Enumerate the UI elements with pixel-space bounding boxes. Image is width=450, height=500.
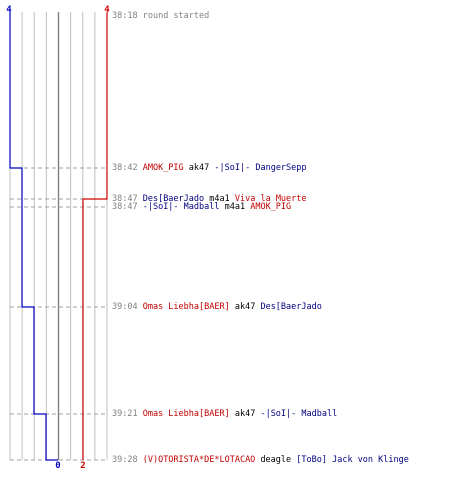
event-victim: AMOK_PIG (250, 202, 292, 212)
event-victim: Des[BaerJado (260, 302, 322, 312)
event-row: 39:28 (V)OTORISTA*DE*LOTACAO deagle [ToB… (112, 455, 409, 465)
axis-labels: 4 4 0 2 (6, 5, 110, 471)
top-label-blue: 4 (6, 5, 12, 15)
event-row: 38:47 Des[BaerJado m4a1 Viva la Muerte (112, 194, 307, 204)
event-time: 38:18 (112, 11, 138, 21)
event-row: 39:21 Omas Liebha[BAER] ak47 -|SoI|- Mad… (112, 409, 337, 419)
event-time: 38:42 (112, 163, 138, 173)
bottom-label-blue: 0 (55, 461, 60, 471)
event-victim: -|SoI|- DangerSepp (214, 163, 307, 173)
event-weapon: ak47 (234, 409, 256, 419)
event-weapon: m4a1 (209, 194, 230, 204)
event-row: 38:47 -|SoI|- Madball m4a1 AMOK_PIG (112, 202, 291, 212)
event-time: 39:28 (112, 455, 138, 465)
top-label-red: 4 (104, 5, 110, 15)
event-killer: Omas Liebha[BAER] (142, 302, 230, 312)
event-row: 38:42 AMOK_PIG ak47 -|SoI|- DangerSepp (112, 163, 307, 173)
event-killer: Omas Liebha[BAER] (142, 409, 230, 419)
event-victim: Viva la Muerte (234, 194, 307, 204)
event-killer: (V)OTORISTA*DE*LOTACAO (142, 455, 256, 465)
grid-layer (9, 12, 108, 460)
event-time: 39:21 (112, 409, 138, 419)
event-time: 38:47 (112, 194, 138, 204)
event-weapon: ak47 (234, 302, 256, 312)
event-killer: -|SoI|- Madball (142, 202, 220, 212)
event-victim: [ToBo] Jack von Klinge (296, 455, 409, 465)
event-row: 39:04 Omas Liebha[BAER] ak47 Des[BaerJad… (112, 302, 322, 312)
event-killer: AMOK_PIG (142, 163, 184, 173)
series-layer (9, 12, 108, 461)
event-killer: Des[BaerJado (142, 194, 205, 204)
event-weapon: deagle (260, 455, 292, 465)
event-time: 38:47 (112, 202, 138, 212)
red-team-line (82, 12, 108, 460)
event-message: round started (142, 11, 210, 21)
blue-team-line (9, 12, 58, 461)
event-weapon: ak47 (188, 163, 210, 173)
bottom-label-red: 2 (80, 461, 85, 471)
event-victim: -|SoI|- Madball (260, 409, 338, 419)
event-time: 39:04 (112, 302, 138, 312)
event-row: 38:18 round started (112, 11, 209, 21)
event-weapon: m4a1 (224, 202, 246, 212)
